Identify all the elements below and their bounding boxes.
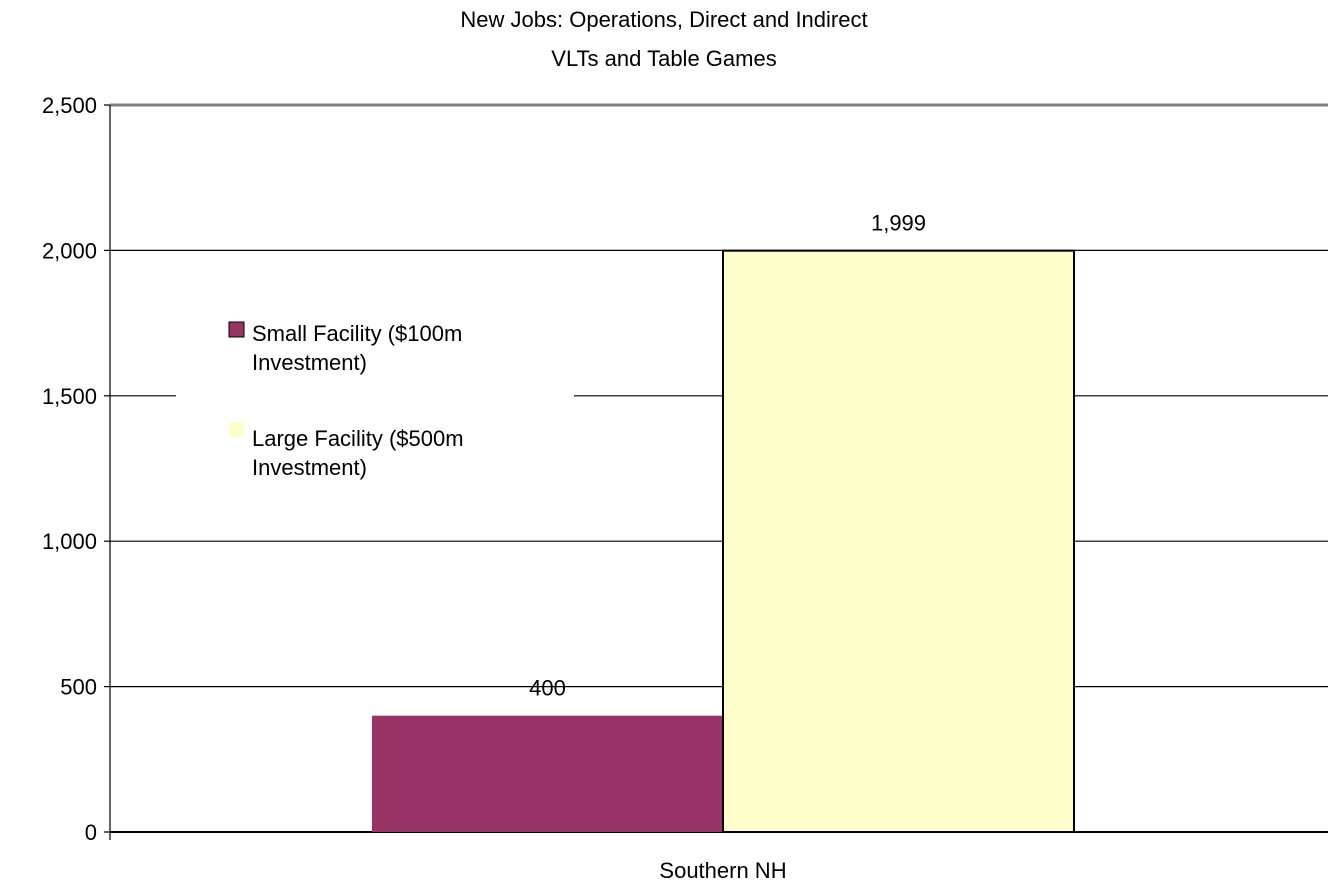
y-tick-label: 1,500 — [42, 384, 97, 409]
y-tick-label: 2,500 — [42, 93, 97, 118]
legend-swatch-small-facility — [228, 321, 245, 338]
legend-label: Large Facility ($500m — [252, 426, 464, 451]
chart-title-line-1: New Jobs: Operations, Direct and Indirec… — [460, 7, 867, 32]
bars — [372, 249, 1075, 833]
legend-swatch-large-facility — [229, 422, 244, 437]
legend: Small Facility ($100m Investment) Large Fa… — [176, 305, 574, 495]
chart-title-line-2: VLTs and Table Games — [551, 46, 776, 71]
legend-label: Small Facility ($100m — [252, 321, 462, 346]
legend-label: Investment) — [252, 455, 367, 480]
chart-title: New Jobs: Operations, Direct and Indirec… — [460, 7, 867, 71]
data-label-small-facility: 400 — [529, 676, 566, 701]
y-tick-label: 2,000 — [42, 238, 97, 263]
x-category-label: Southern NH — [659, 858, 786, 883]
bar-large-facility — [722, 249, 1075, 833]
data-label-large-facility: 1,999 — [871, 211, 926, 236]
legend-label: Investment) — [252, 350, 367, 375]
data-labels: 400 1,999 — [529, 211, 926, 701]
y-tick-label: 1,000 — [42, 529, 97, 554]
y-tick-label: 500 — [60, 675, 97, 700]
bar-small-facility — [372, 715, 723, 832]
y-tick-label: 0 — [85, 820, 97, 845]
